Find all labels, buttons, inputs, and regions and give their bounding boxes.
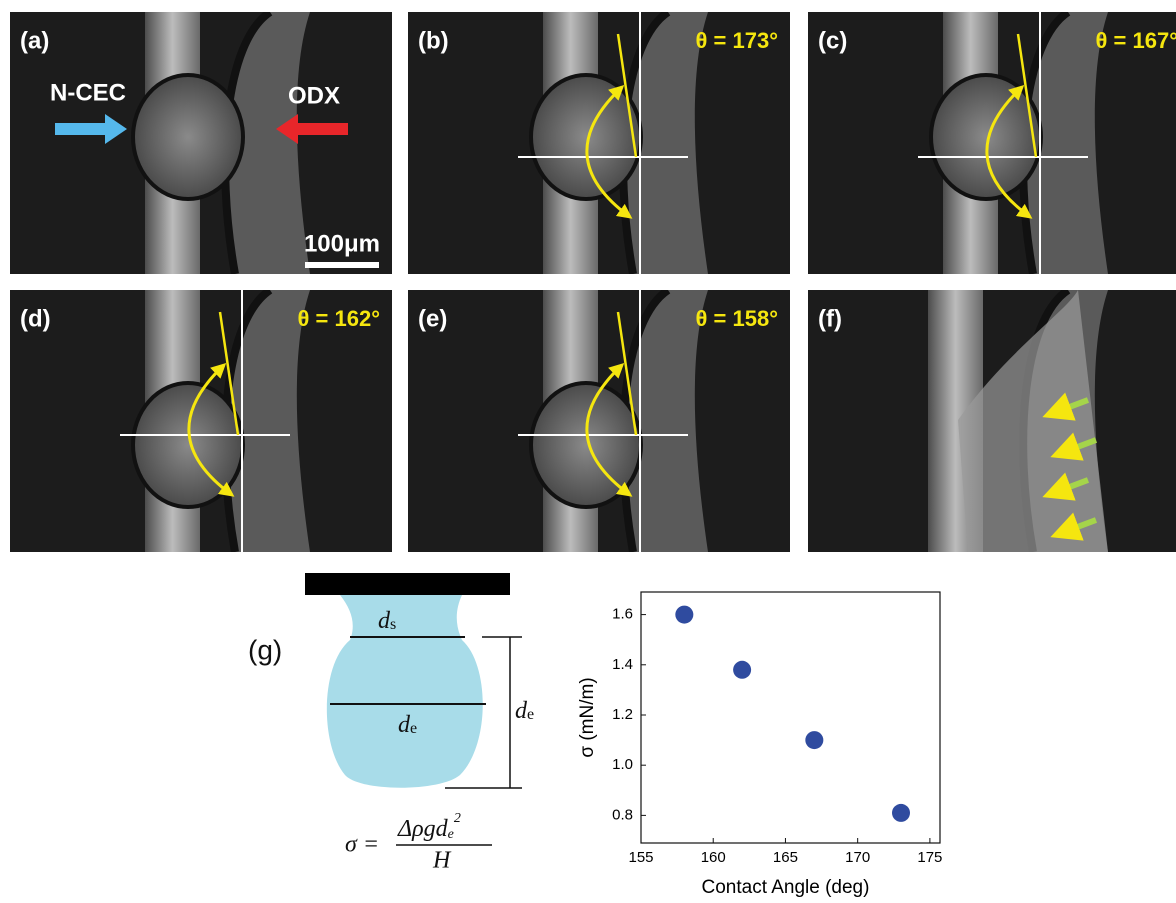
scatter-chart: 0.8 1.0 1.2 1.4 1.6 155 160 165 170 175 Contact An… xyxy=(577,592,942,898)
y-tick-label: 1.4 xyxy=(612,656,633,673)
drop xyxy=(531,383,641,507)
micrograph: (e) θ = 158° xyxy=(408,290,790,552)
plot-frame xyxy=(641,592,940,843)
drop xyxy=(931,75,1041,199)
point xyxy=(675,606,693,624)
micrographs: (a)N-CEC ODX 100μm (b) θ = 173° (c) θ = 167° (d… xyxy=(10,12,1176,552)
plate xyxy=(305,573,510,595)
point xyxy=(805,731,823,749)
micrograph: (c) θ = 167° xyxy=(808,12,1176,274)
scale-bar xyxy=(305,262,379,268)
y-tick-label: 0.8 xyxy=(612,806,633,823)
micrograph: (b) θ = 173° xyxy=(408,12,790,274)
formula-denominator: H xyxy=(432,848,452,874)
y-tick-label: 1.0 xyxy=(612,756,633,773)
figure: (a)N-CEC ODX 100μm (b) θ = 173° (c) θ = 167° (d… xyxy=(0,0,1176,903)
panel-label: (e) xyxy=(418,305,447,332)
drop xyxy=(133,75,243,199)
y-tick-label: 1.2 xyxy=(612,706,633,723)
x-axis-label: Contact Angle (deg) xyxy=(702,877,870,898)
scale-label: 100μm xyxy=(304,230,380,257)
x-tick-label: 170 xyxy=(845,849,870,866)
angle-label: θ = 167° xyxy=(1096,28,1176,53)
panel-label: (c) xyxy=(818,27,847,54)
arrow-label: ODX xyxy=(288,82,340,109)
formula-lhs: σ = xyxy=(345,832,379,858)
angle-label: θ = 158° xyxy=(696,306,778,331)
point xyxy=(733,661,751,679)
drop xyxy=(531,75,641,199)
micrograph: (a)N-CEC ODX 100μm xyxy=(10,12,392,274)
x-tick-label: 160 xyxy=(701,849,726,866)
drop-diagram: (g) ds de de σ = Δρgde2 H xyxy=(248,573,534,874)
panel-label: (g) xyxy=(248,634,282,665)
panel-label: (d) xyxy=(20,305,51,332)
drop xyxy=(133,383,243,507)
panel-label: (b) xyxy=(418,27,449,54)
panel-label: (a) xyxy=(20,27,49,54)
x-tick-label: 165 xyxy=(773,849,798,866)
arrow-label: N-CEC xyxy=(50,79,126,106)
drop xyxy=(327,595,483,788)
point xyxy=(892,804,910,822)
angle-label: θ = 173° xyxy=(696,28,778,53)
angle-label: θ = 162° xyxy=(298,306,380,331)
micrograph: (f) xyxy=(808,290,1176,552)
height-label: de xyxy=(515,698,534,724)
y-axis-label: σ (mN/m) xyxy=(577,677,598,757)
y-tick-label: 1.6 xyxy=(612,606,633,623)
micrograph: (d) θ = 162° xyxy=(10,290,392,552)
panel-label: (f) xyxy=(818,305,842,332)
x-tick-label: 155 xyxy=(628,849,653,866)
formula-numerator: Δρgde2 xyxy=(397,811,461,842)
x-tick-label: 175 xyxy=(917,849,942,866)
